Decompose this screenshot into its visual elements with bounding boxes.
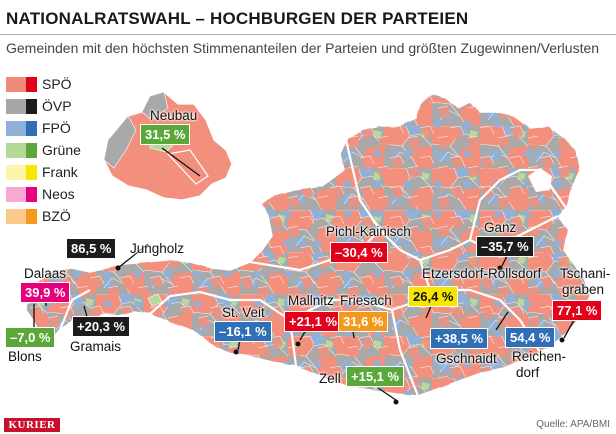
value-gramais: +20,3 % <box>72 316 131 337</box>
legend-swatch-light <box>6 165 26 180</box>
value-ganz: –35,7 % <box>476 236 534 257</box>
label-reichendorf-line2: dorf <box>516 365 540 380</box>
label-dalaas: Dalaas <box>24 266 67 281</box>
legend-label: ÖVP <box>42 98 72 114</box>
legend-swatch-light <box>6 99 26 114</box>
legend-swatch-light <box>6 121 26 136</box>
value-gschnaidt: +38,5 % <box>430 328 489 349</box>
legend-label: Neos <box>42 186 75 202</box>
legend-swatch-dark <box>26 187 37 202</box>
label-mallnitz: Mallnitz <box>288 293 334 308</box>
label-jungholz: Jungholz <box>130 241 185 256</box>
label-gramais: Gramais <box>70 339 122 354</box>
page-title: NATIONALRATSWAHL – HOCHBURGEN DER PARTEI… <box>6 9 469 28</box>
label-blons: Blons <box>8 349 42 364</box>
value-neubau: 31,5 % <box>140 124 191 145</box>
value-etzersdorf-rollsdorf: 26,4 % <box>408 286 459 307</box>
legend-label: Grüne <box>42 142 81 158</box>
label-gschnaidt: Gschnaidt <box>436 351 497 366</box>
value-dalaas: 39,9 % <box>20 282 71 303</box>
label-ganz: Ganz <box>484 220 517 235</box>
label-tschanigraben-line2: graben <box>562 282 605 297</box>
value-zell: +15,1 % <box>346 366 405 387</box>
legend-label: Frank <box>42 164 78 180</box>
value-friesach: 31,6 % <box>338 311 389 332</box>
label-st-veit: St. Veit <box>222 305 265 320</box>
legend-label: SPÖ <box>42 76 72 92</box>
label-tschanigraben-line1: Tschani- <box>560 266 611 281</box>
title-divider <box>0 34 616 35</box>
page-subtitle: Gemeinden mit den höchsten Stimmenanteil… <box>6 40 600 56</box>
legend-swatch-dark <box>26 99 37 114</box>
label-neubau: Neubau <box>150 108 198 123</box>
legend-swatch-dark <box>26 121 37 136</box>
value-pichl-kainisch: –30,4 % <box>330 242 388 263</box>
legend-swatch-dark <box>26 165 37 180</box>
legend-swatch-dark <box>26 209 37 224</box>
label-reichendorf-line1: Reichen- <box>512 349 567 364</box>
value-mallnitz: +21,1 % <box>284 311 343 332</box>
label-pichl-kainisch: Pichl-Kainisch <box>326 224 411 239</box>
value-st-veit: –16,1 % <box>214 321 272 342</box>
kurier-logo: KURIER <box>4 418 60 432</box>
source-note: Quelle: APA/BMI <box>536 419 610 430</box>
value-reichendorf: 54,4 % <box>505 327 556 348</box>
legend-swatch-light <box>6 143 26 158</box>
legend-swatch-light <box>6 209 26 224</box>
label-etzersdorf-rollsdorf: Etzersdorf-Rollsdorf <box>422 266 542 281</box>
label-friesach: Friesach <box>340 293 392 308</box>
value-tschanigraben: 77,1 % <box>552 300 603 321</box>
legend-label: FPÖ <box>42 120 71 136</box>
legend-swatch-dark <box>26 77 37 92</box>
legend-swatch-light <box>6 187 26 202</box>
value-blons: –7,0 % <box>5 327 56 348</box>
legend-swatch-light <box>6 77 26 92</box>
legend-label: BZÖ <box>42 208 71 224</box>
value-jungholz: 86,5 % <box>66 238 117 259</box>
legend-swatch-dark <box>26 143 37 158</box>
label-zell: Zell <box>319 371 341 386</box>
